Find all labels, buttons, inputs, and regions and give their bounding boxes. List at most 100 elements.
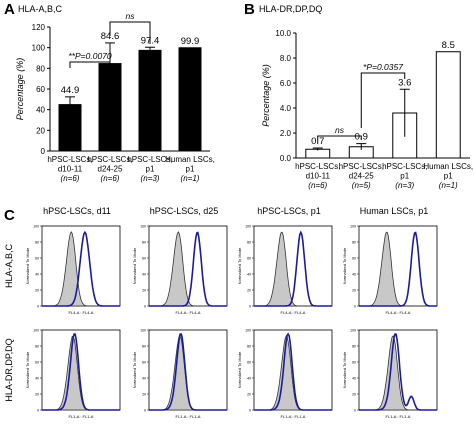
- histogram-y-tick-label: 40: [35, 273, 39, 277]
- bar: [98, 63, 122, 152]
- stain-histogram: [149, 231, 227, 307]
- bar: [138, 49, 162, 152]
- histogram-x-label: FL4-A : FL4-A: [281, 310, 306, 315]
- histogram-panel: 0 20 40 60 80 100 Normalized To Mode FL1-A : FL…: [132, 329, 228, 419]
- histogram-y-tick-label: 80: [247, 241, 251, 245]
- histogram-y-tick-label: 20: [247, 289, 251, 293]
- histogram-x-label: FL1-A : FL1-A: [69, 414, 94, 419]
- histogram-y-tick-label: 0: [37, 409, 39, 413]
- bar-chart-hla-abc: 0 20 40 60 80 100 120 Percentage (%) 44.9 hPSC-LS…: [15, 11, 215, 183]
- histogram-panel: 0 20 40 60 80 100 Normalized To Mode FL4-A : FL…: [342, 225, 438, 315]
- histogram-y-tick-label: 60: [247, 257, 251, 261]
- y-tick-label: 6.0: [280, 79, 292, 88]
- x-tick-label: p1: [444, 172, 453, 181]
- x-tick-label: d10-11: [58, 165, 83, 174]
- x-tick-label: Human LSCs,: [423, 162, 473, 171]
- significance-label: ns: [335, 125, 345, 135]
- histogram-x-label: FL4-A : FL4-A: [386, 310, 411, 315]
- histogram-y-tick-label: 20: [142, 289, 146, 293]
- bar: [305, 148, 331, 159]
- histogram-y-tick-label: 60: [352, 257, 356, 261]
- histogram-y-tick-label: 60: [35, 257, 39, 261]
- x-tick-label: p1: [186, 165, 195, 174]
- histogram-panel: 0 20 40 60 80 100 Normalized To Mode FL4-A : FL…: [132, 225, 228, 315]
- histogram-y-tick-label: 40: [247, 273, 251, 277]
- histogram-y-tick-label: 80: [352, 345, 356, 349]
- y-tick-label: 40: [36, 106, 45, 115]
- histogram-column-title: Human LSCs, p1: [360, 206, 429, 216]
- significance-bracket: [317, 135, 362, 143]
- histogram-y-tick-label: 60: [352, 361, 356, 365]
- significance-label: **P=0.0070: [68, 51, 112, 61]
- histogram-y-tick-label: 20: [247, 393, 251, 397]
- histogram-y-label: Normalized To Mode: [342, 247, 347, 284]
- x-tick-label: hPSC-LSCs,: [47, 155, 92, 164]
- histogram-y-tick-label: 20: [35, 289, 39, 293]
- y-tick-label: 4.0: [280, 104, 292, 113]
- histogram-frame: [358, 225, 438, 307]
- histogram-y-label: Normalized To Mode: [25, 351, 30, 388]
- histogram-y-tick-label: 40: [35, 377, 39, 381]
- histogram-y-label: Normalized To Mode: [132, 351, 137, 388]
- y-tick-label: 8.0: [280, 54, 292, 63]
- histogram-y-label: Normalized To Mode: [237, 351, 242, 388]
- stain-histogram: [359, 231, 437, 307]
- histogram-y-tick-label: 100: [33, 225, 39, 229]
- histogram-row-label: HLA-A,B,C: [4, 243, 14, 288]
- histogram-y-tick-label: 0: [37, 305, 39, 309]
- value-label: 44.9: [61, 85, 80, 96]
- histogram-y-tick-label: 40: [352, 273, 356, 277]
- histogram-y-label: Normalized To Mode: [25, 247, 30, 284]
- y-tick-label: 20: [36, 126, 45, 135]
- stain-histogram: [254, 230, 332, 307]
- histogram-x-label: FL1-A : FL1-A: [386, 414, 411, 419]
- x-tick-label: p1: [400, 172, 409, 181]
- histogram-y-tick-label: 100: [245, 225, 251, 229]
- significance-bracket: [69, 61, 111, 68]
- histogram-panel: 0 20 40 60 80 100 Normalized To Mode FL4-A : FL…: [25, 225, 121, 315]
- histogram-y-tick-label: 80: [35, 241, 39, 245]
- y-tick-label: 0: [41, 147, 46, 156]
- histogram-frame: [148, 225, 228, 307]
- histogram-y-label: Normalized To Mode: [132, 247, 137, 284]
- bar: [58, 104, 82, 152]
- isotype-histogram: [359, 231, 437, 307]
- panel-letter-b: B: [244, 1, 255, 18]
- histogram-y-tick-label: 20: [35, 393, 39, 397]
- histogram-y-tick-label: 80: [352, 241, 356, 245]
- x-tick-label: hPSC-LSCs,: [127, 155, 172, 164]
- y-tick-label: 120: [32, 23, 46, 32]
- histogram-y-tick-label: 100: [33, 329, 39, 333]
- y-tick-label: 2.0: [280, 129, 292, 138]
- histogram-y-tick-label: 80: [142, 241, 146, 245]
- histogram-y-tick-label: 60: [142, 257, 146, 261]
- value-label: 99.9: [181, 36, 200, 47]
- x-tick-label: (n=6): [101, 174, 120, 183]
- histogram-y-tick-label: 80: [247, 345, 251, 349]
- x-tick-label: Human LSCs,: [165, 155, 215, 164]
- x-tick-label: hPSC-LSCs,: [382, 162, 427, 171]
- histogram-panel: 0 20 40 60 80 100 Normalized To Mode FL1-A : FL…: [25, 329, 121, 419]
- panel-letter-a: A: [4, 1, 15, 18]
- chart-b-title: HLA-DR,DP,DQ: [259, 4, 322, 14]
- histogram-panel: 0 20 40 60 80 100 Normalized To Mode FL4-A : FL…: [237, 225, 333, 315]
- x-tick-label: (n=1): [439, 181, 458, 190]
- significance-bracket: [360, 72, 406, 128]
- y-tick-label: 80: [36, 64, 45, 73]
- histogram-y-tick-label: 100: [350, 329, 356, 333]
- histogram-y-tick-label: 40: [247, 377, 251, 381]
- histogram-y-tick-label: 80: [35, 345, 39, 349]
- histogram-y-label: Normalized To Mode: [342, 351, 347, 388]
- value-label: 8.5: [442, 40, 455, 51]
- histogram-x-label: FL4-A : FL4-A: [69, 310, 94, 315]
- histogram-y-tick-label: 0: [354, 409, 356, 413]
- chart-a-title: HLA-A,B,C: [18, 4, 63, 14]
- histogram-y-tick-label: 60: [247, 361, 251, 365]
- x-tick-label: (n=1): [181, 174, 200, 183]
- y-axis-label: Percentage (%): [15, 58, 25, 121]
- histogram-y-tick-label: 40: [142, 377, 146, 381]
- x-tick-label: (n=6): [61, 174, 80, 183]
- histogram-panel: 0 20 40 60 80 100 Normalized To Mode FL1-A : FL…: [342, 329, 438, 419]
- y-tick-label: 60: [36, 85, 45, 94]
- histogram-y-tick-label: 60: [35, 361, 39, 365]
